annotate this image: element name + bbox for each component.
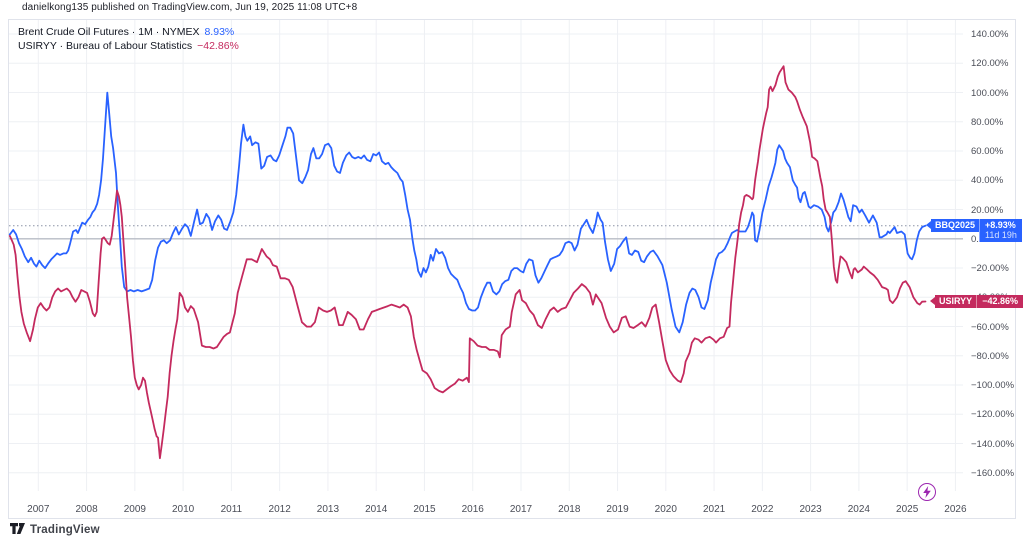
x-axis-tick-label: 2009 (123, 504, 146, 515)
price-label-brent[interactable]: BBQ2025 +8.93% 11d 19h (926, 219, 1022, 242)
price-label-brent-symbol: BBQ2025 (931, 219, 980, 232)
x-axis-tick-label: 2017 (509, 504, 533, 515)
flash-lightning-button[interactable] (918, 483, 936, 501)
tradingview-logo-text: TradingView (30, 523, 100, 536)
price-label-brent-pointer-icon (926, 221, 931, 229)
legend-usiryy-title: USIRYY · Bureau of Labour Statistics (18, 40, 193, 52)
x-axis-tick-label: 2010 (171, 504, 195, 515)
x-axis-tick-label: 2019 (606, 504, 629, 515)
y-axis-tick-label: 60.00% (971, 146, 1004, 158)
y-axis-tick-label: −60.00% (971, 321, 1009, 333)
legend-row-brent[interactable]: Brent Crude Oil Futures · 1M · NYMEX 8.93… (18, 25, 239, 39)
price-label-usiryy[interactable]: USIRYY −42.86% (930, 295, 1023, 308)
y-axis-tick-label: −140.00% (971, 438, 1015, 450)
tradingview-logo[interactable]: TradingView (10, 523, 100, 536)
legend-brent-value: 8.93% (204, 26, 235, 38)
x-axis-tick-label: 2021 (702, 504, 726, 515)
y-axis-tick-label: 40.00% (971, 175, 1004, 187)
y-axis-tick-label: −160.00% (971, 467, 1015, 479)
x-axis-tick-label: 2026 (944, 504, 967, 515)
brent-series-line (8, 91, 927, 334)
y-axis-tick-label: 80.00% (971, 116, 1004, 128)
x-axis-tick-label: 2025 (896, 504, 919, 515)
y-axis-tick-label: 120.00% (971, 58, 1009, 70)
price-label-brent-value: +8.93% 11d 19h (979, 219, 1022, 242)
usiryy-series-line (8, 65, 927, 460)
y-axis-tick-label: 140.00% (971, 29, 1009, 41)
x-axis-tick-label: 2024 (847, 504, 870, 515)
x-axis-tick-label: 2008 (75, 504, 98, 515)
x-axis-tick-label: 2022 (751, 504, 774, 515)
legend-usiryy-value: −42.86% (197, 40, 239, 52)
legend-brent-title: Brent Crude Oil Futures · 1M · NYMEX (18, 26, 200, 38)
price-label-usiryy-symbol: USIRYY (935, 295, 977, 308)
x-axis-tick-label: 2014 (365, 504, 388, 515)
x-axis-tick-label: 2023 (799, 504, 822, 515)
y-axis-tick-label: −120.00% (971, 409, 1015, 421)
attribution-text: danielkong135 published on TradingView.c… (22, 2, 358, 13)
y-axis-tick-label: −80.00% (971, 350, 1009, 362)
y-axis-tick-label: 20.00% (971, 204, 1004, 216)
x-axis-tick-label: 2018 (558, 504, 581, 515)
x-axis-tick-label: 2012 (268, 504, 291, 515)
brent-last-change: +8.93% (985, 220, 1016, 230)
y-axis-tick-label: 100.00% (971, 87, 1009, 99)
x-axis-tick-label: 2020 (654, 504, 677, 515)
price-label-usiryy-value: −42.86% (976, 295, 1023, 308)
chart-legend: Brent Crude Oil Futures · 1M · NYMEX 8.93… (18, 25, 239, 53)
legend-row-usiryy[interactable]: USIRYY · Bureau of Labour Statistics −42.… (18, 39, 239, 53)
x-axis-tick-label: 2013 (316, 504, 340, 515)
x-axis-tick-label: 2015 (413, 504, 436, 515)
price-label-usiryy-pointer-icon (930, 297, 935, 305)
y-axis-tick-label: −20.00% (971, 263, 1009, 275)
tradingview-logo-icon (10, 523, 25, 534)
lightning-bolt-icon (923, 486, 931, 498)
x-axis-tick-label: 2011 (220, 504, 243, 515)
y-axis-tick-label: −100.00% (971, 380, 1015, 392)
brent-contract-countdown: 11d 19h (985, 230, 1017, 240)
x-axis-tick-label: 2016 (461, 504, 484, 515)
x-axis-tick-label: 2007 (27, 504, 50, 515)
